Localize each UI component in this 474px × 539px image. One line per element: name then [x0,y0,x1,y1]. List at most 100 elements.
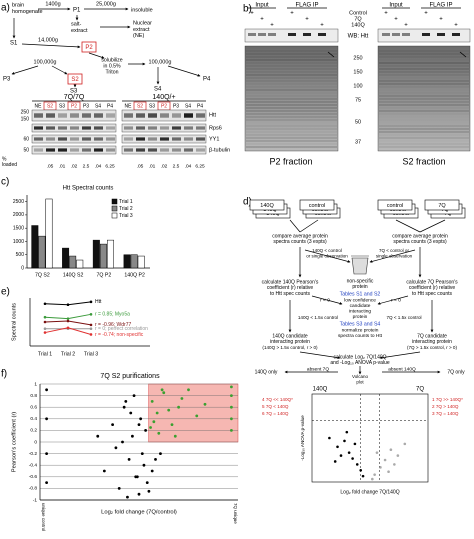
point [144,429,148,432]
blot-band [172,126,181,130]
loaded-value: .02 [71,163,78,169]
loaded-value: 2.5 [173,163,180,169]
point [127,458,131,461]
wb-band [268,33,276,36]
label: 140Q only [255,369,278,375]
label: 7Q only [447,369,465,375]
point [89,327,93,331]
y-tick-label: 0.4 [30,416,37,422]
label: to Htt spec counts [412,291,453,297]
point [124,400,128,403]
point [162,391,166,395]
label: 150 [21,116,30,122]
point [383,458,387,462]
label: 140Q < 1.5x control [298,315,338,320]
bar [130,254,138,269]
lane-label: P4 [107,103,113,109]
point [139,417,143,421]
arrow [379,351,421,360]
point [155,411,159,415]
y-tick-label: -0.6 [29,474,38,480]
point [152,420,156,424]
label: β-tubulin [209,147,230,153]
y-tick-label: 0 [21,265,24,271]
row-label: Control [349,10,367,16]
label: Tables S1 and S2 [340,291,381,297]
label: extract [71,28,88,34]
blot-band [196,126,205,130]
chart-title: 7Q S2 purifications [100,373,160,380]
row-label: 7Q [354,16,362,22]
label: FLAG IP [295,3,318,9]
blot-band [106,137,115,141]
marker: 75 [355,97,361,103]
row-label: 140Q [351,22,365,28]
label: WB: Htt [348,34,369,40]
blot-band [34,137,43,141]
wb-band [392,33,400,36]
arrow [51,65,68,75]
axis-title: Pearson's coefficient (r) [12,412,18,473]
bar [99,243,107,269]
point [333,460,337,463]
point [66,317,70,320]
blot-band [70,113,79,118]
blot-strip [31,123,117,133]
label: solubilize [101,57,122,63]
label: Rps6 [209,125,222,131]
blot-band [34,126,43,130]
wb-band [437,33,445,36]
x-tick-label: 7Q P2 [97,272,112,278]
lane-label: P4 [197,103,203,109]
stack-label: 140Q [260,203,274,209]
pointer [327,51,335,58]
lane-label: S2 [47,103,53,109]
blot-band [82,148,91,152]
x-tick-label: Trial 2 [61,351,75,357]
point [187,388,190,392]
bar [69,255,77,269]
label: 140Q < control [312,248,342,253]
plot-frame [311,393,429,483]
point [230,429,233,432]
arrow [369,249,416,263]
point [230,417,233,421]
bar [107,239,114,269]
x-end-label: unique control [41,503,46,531]
legend-label: Trial 1 [119,199,133,205]
point [45,452,48,455]
y-tick-label: 0.2 [30,428,37,434]
point [66,303,70,307]
point [131,434,134,438]
blot-strip [121,109,207,122]
blot-band [160,148,169,152]
plus: + [320,23,324,29]
label: (7Q > 1.5x control, r > 0) [407,345,458,350]
label: (NE) [133,33,144,39]
blot-band [160,113,169,118]
y-tick-label: -1 [33,497,38,503]
label: FLAG IP [429,3,452,9]
point [150,469,154,473]
trash-icon [351,255,369,275]
caption: S2 fraction [402,156,445,166]
label: to Htt spec counts [270,291,311,297]
loaded-value: .04 [95,163,102,169]
label: r < 0 [320,297,330,303]
legend-swatch [111,205,118,212]
blot-band [70,137,79,141]
bar [123,254,131,269]
point [154,458,157,461]
pointer [459,51,467,58]
legend-label: 3 7Q = 140Q [432,411,459,416]
point [117,487,121,490]
axis-title: Log₂ fold change (7Q/control) [101,510,177,516]
lane-label: S3 [59,103,65,109]
point [230,385,233,389]
label: interacting protein [412,339,452,345]
label: 50 [23,147,29,153]
point [361,474,365,478]
x-end-label: 7Q unique [233,503,238,524]
point [89,313,93,316]
label: 25,000g [96,1,116,7]
